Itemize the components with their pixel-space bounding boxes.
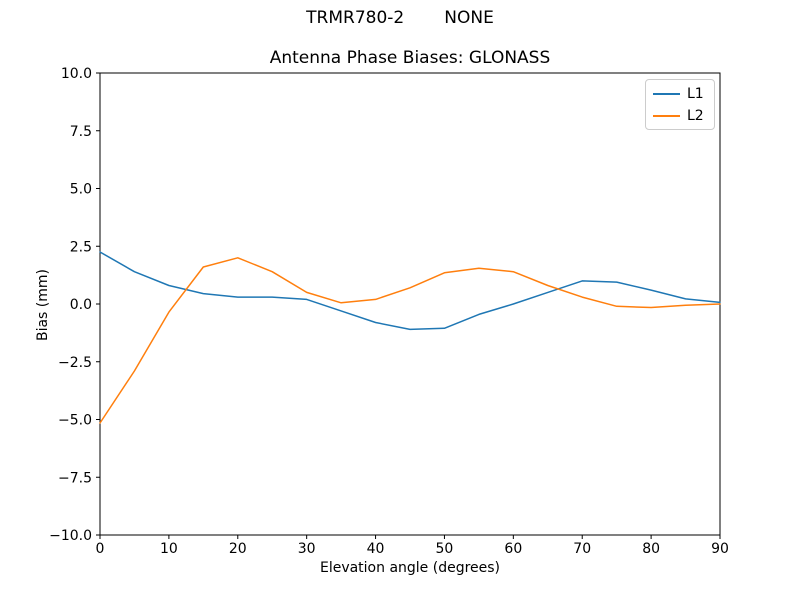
legend-label: L2: [687, 107, 704, 124]
x-tick-label: 40: [367, 541, 385, 557]
series-line-L2: [99, 257, 721, 424]
y-tick-label: 2.5: [70, 239, 92, 255]
y-tick-label: −7.5: [58, 470, 92, 486]
y-tick-label: −10.0: [49, 528, 92, 544]
y-axis-ticks: 10.0 7.5 5.0 2.5 0.0 −2.5 −5.0 −7.5 −10.0: [49, 66, 100, 544]
suptitle-antenna-name: TRMR780-2: [306, 8, 405, 28]
suptitle-radome-name: NONE: [444, 8, 494, 28]
legend-line-swatch-L1: [653, 92, 680, 95]
y-axis-label: Bias (mm): [35, 268, 51, 342]
x-tick-label: 20: [229, 541, 247, 557]
x-axis-label: Elevation angle (degrees): [319, 560, 501, 576]
x-tick-label: 50: [436, 541, 454, 557]
y-tick-label: 10.0: [61, 66, 92, 82]
y-tick-label: 7.5: [70, 124, 92, 140]
legend-item-L2: L2: [653, 106, 707, 125]
x-tick-label: 10: [160, 541, 178, 557]
x-tick-label: 70: [573, 541, 591, 557]
x-tick-label: 90: [711, 541, 729, 557]
x-tick-label: 0: [96, 541, 105, 557]
y-tick-label: 5.0: [70, 182, 92, 198]
x-tick-label: 60: [504, 541, 522, 557]
axes-frame: [99, 72, 721, 536]
x-tick-label: 30: [298, 541, 316, 557]
y-tick-label: 0.0: [70, 297, 92, 313]
series-line-L1: [99, 251, 721, 331]
y-tick-label: −5.0: [58, 413, 92, 429]
legend-item-L1: L1: [653, 84, 707, 103]
x-axis-ticks: 0 10 20 30 40 50 60 70 80 90: [96, 535, 729, 557]
figure-suptitle: TRMR780-2 NONE: [0, 9, 800, 28]
x-tick-label: 80: [642, 541, 660, 557]
legend-line-swatch-L2: [653, 114, 680, 117]
legend: L1 L2: [645, 79, 715, 130]
y-tick-label: −2.5: [58, 355, 92, 371]
legend-label: L1: [687, 85, 704, 102]
axes-title: Antenna Phase Biases: GLONASS: [269, 48, 551, 68]
